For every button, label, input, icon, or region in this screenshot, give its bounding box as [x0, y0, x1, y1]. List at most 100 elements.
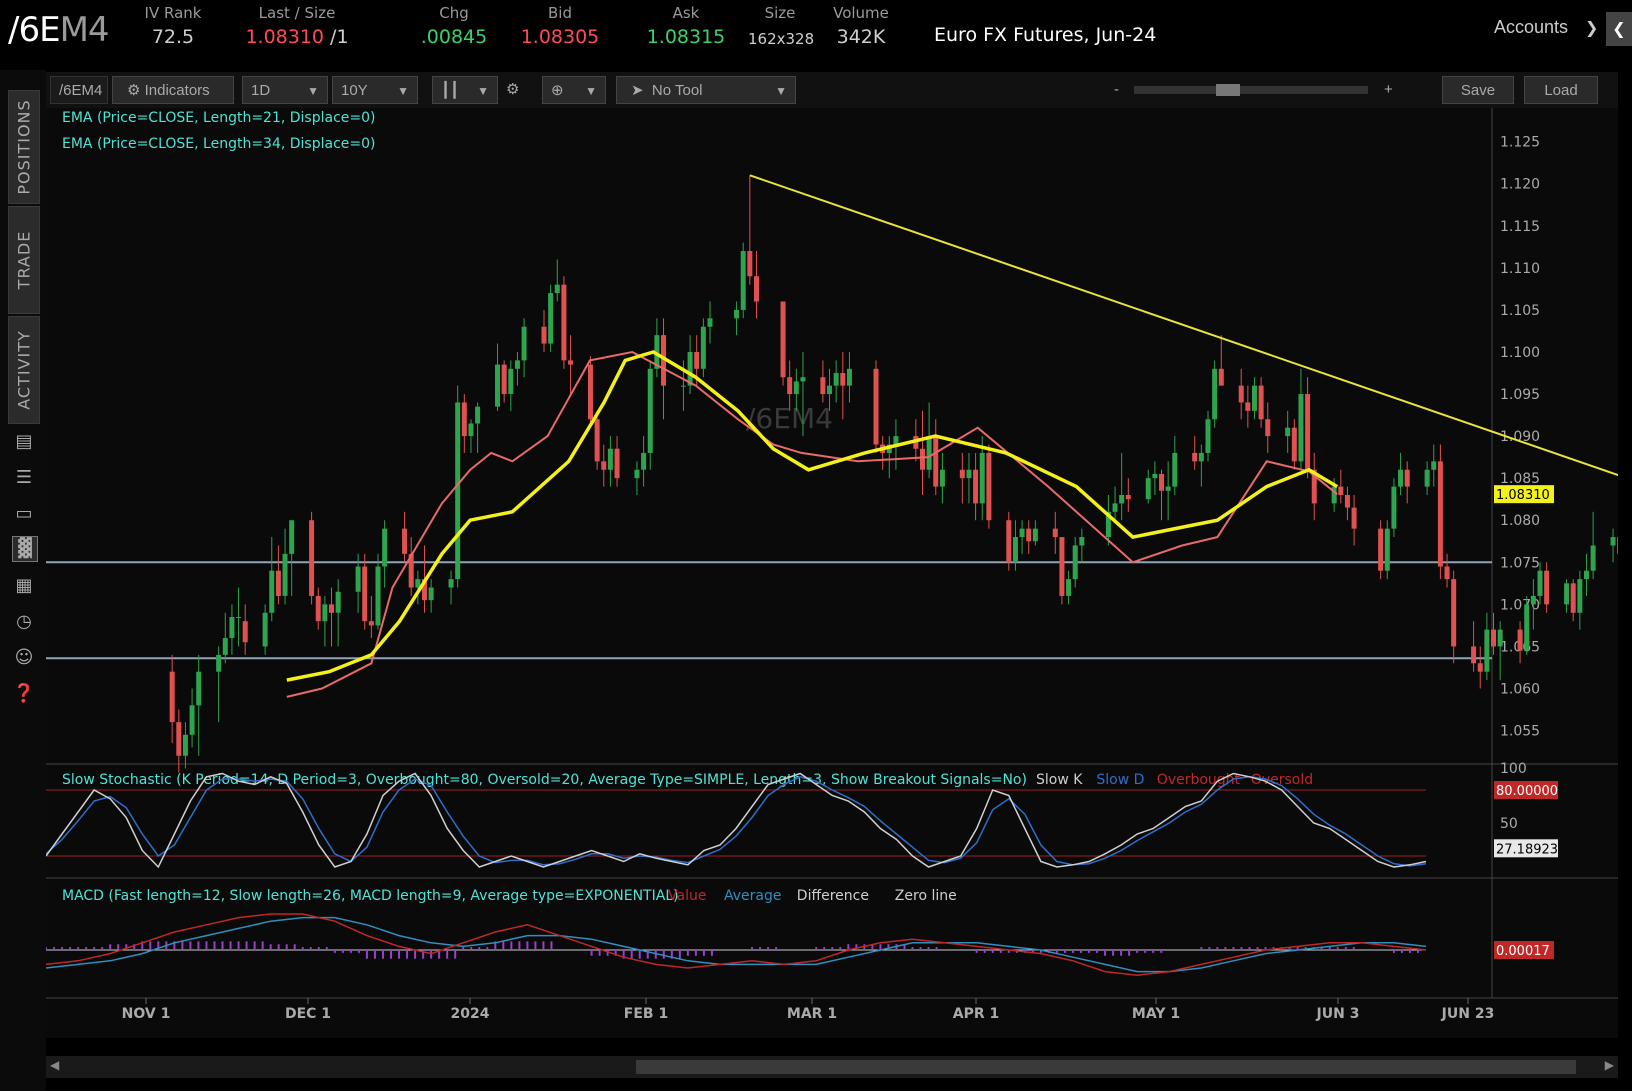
- candle-body: [647, 368, 653, 453]
- pointer-icon: ➤: [631, 82, 644, 99]
- monitor-icon[interactable]: ▤: [15, 431, 33, 452]
- accounts-menu[interactable]: Accounts: [1494, 17, 1569, 37]
- candle-body: [1298, 394, 1304, 462]
- scroll-left-icon[interactable]: ◀: [50, 1058, 60, 1072]
- save-button[interactable]: Save: [1442, 76, 1514, 104]
- candle-body: [1471, 646, 1477, 664]
- price-tick-label: 1.105: [1500, 303, 1540, 319]
- chart-icon[interactable]: ▓: [12, 536, 38, 562]
- tab-trade[interactable]: TRADE: [8, 206, 40, 314]
- candle-body: [1590, 545, 1596, 571]
- candle-body: [568, 360, 574, 365]
- candle-body: [1205, 419, 1211, 453]
- candle-body: [1125, 494, 1131, 500]
- slow-k-line: [46, 772, 1427, 869]
- candle-body: [1245, 402, 1251, 411]
- candle-body: [641, 452, 647, 470]
- downtrend-line: [749, 174, 1618, 477]
- candle-body: [362, 566, 368, 622]
- candle-body: [707, 318, 713, 327]
- quote-bid: Bid 1.08305: [510, 4, 610, 48]
- tab-activity[interactable]: ACTIVITY: [8, 316, 40, 424]
- quote-value: 72.5: [151, 26, 195, 48]
- candle-body: [1251, 385, 1257, 411]
- people-icon[interactable]: ☺: [14, 647, 34, 668]
- candle-body: [1285, 427, 1291, 437]
- quote-value: 1.08315: [646, 26, 726, 48]
- price-tick-label: 1.100: [1500, 345, 1540, 361]
- list-icon[interactable]: ☰: [15, 467, 33, 488]
- stochastic-series-label: Oversold: [1251, 772, 1313, 788]
- scrollbar-thumb[interactable]: [636, 1060, 1576, 1074]
- chevron-left-icon: ❮: [1612, 19, 1626, 38]
- indicators-button[interactable]: ⚙ Indicators: [112, 76, 234, 104]
- time-tick-label: FEB 1: [624, 1006, 668, 1022]
- candle-body: [1012, 537, 1018, 563]
- candle-body: [833, 373, 839, 386]
- tool-select[interactable]: ➤ No Tool ▼: [616, 76, 796, 104]
- candle-body: [1198, 452, 1204, 462]
- clock-icon[interactable]: ◷: [16, 611, 32, 632]
- price-tick-label: 1.125: [1500, 135, 1540, 151]
- candle-body: [1212, 368, 1218, 420]
- load-button[interactable]: Load: [1524, 76, 1598, 104]
- crosshair-icon: ⊕: [551, 82, 564, 99]
- candle-body: [840, 373, 846, 386]
- candle-body: [368, 621, 374, 626]
- collapse-panel-button[interactable]: ❮: [1606, 12, 1632, 46]
- zoom-in-button[interactable]: +: [1384, 81, 1393, 98]
- price-chart[interactable]: /6EM41.1251.1201.1151.1101.1051.1001.095…: [46, 108, 1618, 1038]
- help-icon[interactable]: ❓: [12, 683, 36, 704]
- candle-body: [329, 604, 335, 613]
- candlestick-icon: ┃┃: [441, 82, 460, 99]
- time-tick-label: 2024: [451, 1006, 490, 1022]
- settings-gear-icon[interactable]: ⚙: [506, 81, 520, 98]
- candle-body: [521, 326, 527, 361]
- candle-body: [1564, 583, 1570, 605]
- tv-icon[interactable]: ▭: [15, 503, 33, 524]
- quote-volume: Volume 342K: [826, 4, 896, 48]
- candle-body: [475, 406, 481, 424]
- drawing-tools-select[interactable]: ⊕ ▼: [542, 76, 606, 104]
- quote-value: 1.08310 /1: [245, 26, 349, 48]
- candle-body: [893, 436, 899, 445]
- stochastic-series-label: Overbought: [1157, 772, 1241, 788]
- candle-body: [654, 335, 660, 369]
- candle-body: [1152, 473, 1158, 479]
- interval-select[interactable]: 1D ▼: [242, 76, 328, 104]
- chart-background: [46, 108, 1618, 1038]
- zoom-slider-handle[interactable]: [1216, 84, 1240, 96]
- price-tick-label: 1.060: [1500, 681, 1540, 697]
- candle-body: [428, 587, 434, 601]
- candle-body: [495, 364, 501, 407]
- zoom-out-button[interactable]: -: [1114, 81, 1119, 98]
- stochastic-series-label: Slow D: [1096, 772, 1144, 788]
- symbol-title[interactable]: /6EM4: [8, 10, 110, 50]
- zoom-slider[interactable]: [1134, 84, 1368, 96]
- time-tick-label: MAR 1: [787, 1006, 837, 1022]
- candle-body: [919, 448, 925, 470]
- chart-toolbar: /6EM4 ⚙ Indicators 1D ▼ 10Y ▼ ┃┃ ▼ ⚙ ⊕ ▼ ➤ N…: [46, 72, 1618, 108]
- candle-body: [242, 621, 248, 643]
- candle-body: [747, 251, 753, 277]
- chart-style-select[interactable]: ┃┃ ▼: [432, 76, 498, 104]
- chevron-down-icon[interactable]: ❯: [1585, 18, 1599, 37]
- chart-symbol-field[interactable]: /6EM4: [50, 76, 108, 104]
- candle-body: [787, 377, 793, 395]
- candle-body: [169, 671, 175, 723]
- candle-body: [554, 284, 560, 294]
- candle-body: [1577, 579, 1583, 613]
- candle-body: [1172, 452, 1178, 487]
- candle-body: [780, 301, 786, 378]
- tab-positions[interactable]: POSITIONS: [8, 90, 40, 204]
- candle-body: [196, 671, 202, 706]
- scroll-right-icon[interactable]: ▶: [1604, 1058, 1614, 1072]
- candle-body: [1444, 566, 1450, 580]
- stochastic-axis-tick: 100: [1500, 761, 1527, 777]
- range-select[interactable]: 10Y ▼: [332, 76, 418, 104]
- grid-icon[interactable]: ▦: [15, 575, 33, 596]
- candle-body: [973, 469, 979, 504]
- candle-body: [873, 368, 879, 445]
- time-scrollbar[interactable]: ◀ ▶: [46, 1056, 1618, 1078]
- candle-body: [1431, 461, 1437, 470]
